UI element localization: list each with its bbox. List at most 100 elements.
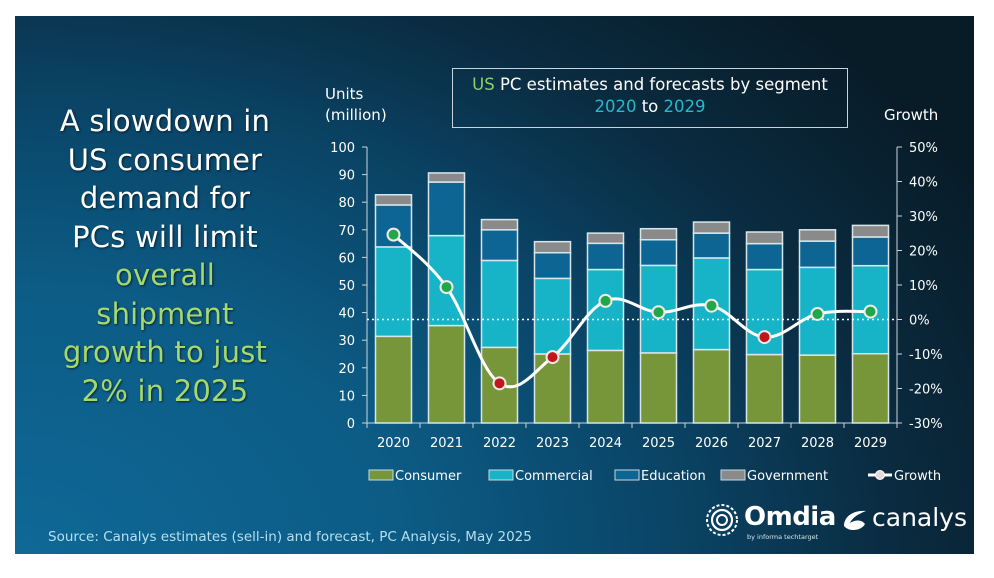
chart-title-line-1: US PC estimates and forecasts by segment: [453, 74, 847, 96]
legend-label-education: Education: [641, 469, 706, 484]
y2-tick-label: -10%: [909, 348, 943, 363]
axes: 0 10 20 30 40 50 60 70 80 90 100 2020 2021 2022 2023 20…: [330, 141, 942, 451]
bar-education-2023: [533, 251, 572, 280]
headline-line-highlight: shipment: [96, 296, 234, 331]
legend-swatch-consumer: [368, 469, 394, 481]
omdia-wordmark: Omdia: [744, 502, 836, 532]
y2-tick-label: 40%: [909, 176, 938, 191]
bar-government-2024: [586, 232, 625, 245]
omdia-swirl-icon: [706, 504, 738, 536]
omdia-subtext: by informa techtarget: [747, 533, 819, 541]
bar-education-2027: [745, 242, 784, 271]
y-axis-title: Units (million): [325, 84, 387, 126]
bar-education-2021: [427, 181, 466, 237]
y2-tick-label: -20%: [909, 383, 943, 398]
y2-tick-label: 50%: [909, 141, 938, 156]
bar-consumer-2027: [745, 353, 784, 424]
y2-tick-label: 20%: [909, 245, 938, 260]
headline-line: PCs will limit: [72, 219, 258, 254]
growth-point-2025: [651, 305, 666, 320]
legend-label-government: Government: [747, 469, 828, 484]
y-tick-label: 20: [338, 362, 355, 377]
y-tick-label: 40: [338, 307, 355, 322]
y2-tick-label: 30%: [909, 210, 938, 225]
bar-government-2022: [480, 218, 519, 231]
legend-swatch-government: [720, 469, 746, 481]
headline-line: A slowdown in: [59, 104, 271, 138]
bar-commercial-2020: [374, 246, 413, 338]
title-year-end: 2029: [663, 97, 706, 116]
bar-consumer-2024: [586, 349, 625, 424]
legend-label-growth: Growth: [894, 469, 941, 484]
bar-government-2020: [374, 193, 413, 206]
title-us: US: [472, 75, 495, 94]
legend: Consumer Commercial Education Government Gro…: [368, 469, 941, 484]
bar-consumer-2025: [639, 352, 678, 424]
x-tick-label: 2026: [695, 436, 728, 451]
title-year-start: 2020: [594, 97, 637, 116]
bar-education-2029: [851, 236, 890, 267]
y-tick-label: 60: [338, 251, 355, 266]
canalys-leaf-icon: [844, 510, 866, 531]
chart-title-box: US PC estimates and forecasts by segment…: [452, 68, 848, 128]
headline-line: demand for: [79, 181, 251, 215]
bar-commercial-2023: [533, 277, 572, 355]
title-main: PC estimates and forecasts by segment: [499, 75, 828, 94]
y-tick-label: 10: [338, 389, 355, 404]
growth-point-2026: [704, 298, 719, 313]
headline-line-highlight: overall: [115, 258, 215, 292]
legend-label-commercial: Commercial: [515, 469, 593, 484]
bar-commercial-2022: [480, 259, 519, 349]
y-tick-label: 70: [338, 224, 355, 239]
chart: 0 10 20 30 40 50 60 70 80 90 100 2020 2021 2022 2023 20…: [330, 141, 942, 484]
bar-consumer-2021: [427, 324, 466, 424]
x-tick-label: 2027: [748, 436, 781, 451]
legend-swatch-education: [614, 469, 640, 481]
bar-consumer-2026: [692, 348, 731, 424]
growth-point-2027: [757, 330, 772, 345]
slide: A slowdown in US consumer demand for PCs…: [15, 16, 974, 554]
y-axis-title-line: (million): [325, 106, 387, 124]
x-tick-label: 2020: [377, 436, 410, 451]
y-tick-label: 0: [347, 417, 355, 432]
growth-point-2024: [598, 293, 613, 308]
bar-government-2029: [851, 224, 890, 238]
x-tick-label: 2023: [536, 436, 569, 451]
bar-government-2027: [745, 231, 784, 245]
legend-swatch-growth-marker: [875, 470, 885, 480]
bar-consumer-2029: [851, 352, 890, 424]
x-tick-label: 2022: [483, 436, 516, 451]
y-tick-label: 30: [338, 334, 355, 349]
x-tick-label: 2029: [854, 436, 887, 451]
y-tick-label: 50: [338, 279, 355, 294]
growth-point-2022: [492, 376, 507, 391]
chart-title-line-2: 2020 to 2029: [453, 96, 847, 118]
growth-point-2020: [386, 227, 401, 242]
bar-consumer-2028: [798, 354, 837, 424]
bars: [374, 172, 890, 424]
y-tick-label: 100: [330, 141, 355, 156]
bar-education-2028: [798, 240, 837, 269]
headline-line-highlight: growth to just: [62, 335, 268, 369]
x-tick-label: 2021: [430, 436, 463, 451]
y-tick-label: 90: [338, 169, 355, 184]
growth-line-group: [367, 227, 897, 391]
y2-tick-label: 10%: [909, 279, 938, 294]
bar-education-2026: [692, 232, 731, 259]
source-note: Source: Canalys estimates (sell-in) and …: [48, 529, 532, 545]
x-tick-label: 2025: [642, 436, 675, 451]
growth-point-2029: [863, 304, 878, 319]
bar-consumer-2023: [533, 353, 572, 424]
bar-government-2021: [427, 172, 466, 183]
bar-government-2028: [798, 229, 837, 242]
legend-label-consumer: Consumer: [395, 469, 462, 484]
growth-point-2021: [439, 280, 454, 295]
y2-axis-title: Growth: [884, 106, 939, 124]
y-tick-label: 80: [338, 196, 355, 211]
bar-government-2023: [533, 240, 572, 254]
y2-tick-label: -30%: [909, 417, 943, 432]
bar-government-2025: [639, 227, 678, 241]
growth-point-2028: [810, 306, 825, 321]
x-tick-label: 2028: [801, 436, 834, 451]
bar-government-2026: [692, 221, 731, 234]
